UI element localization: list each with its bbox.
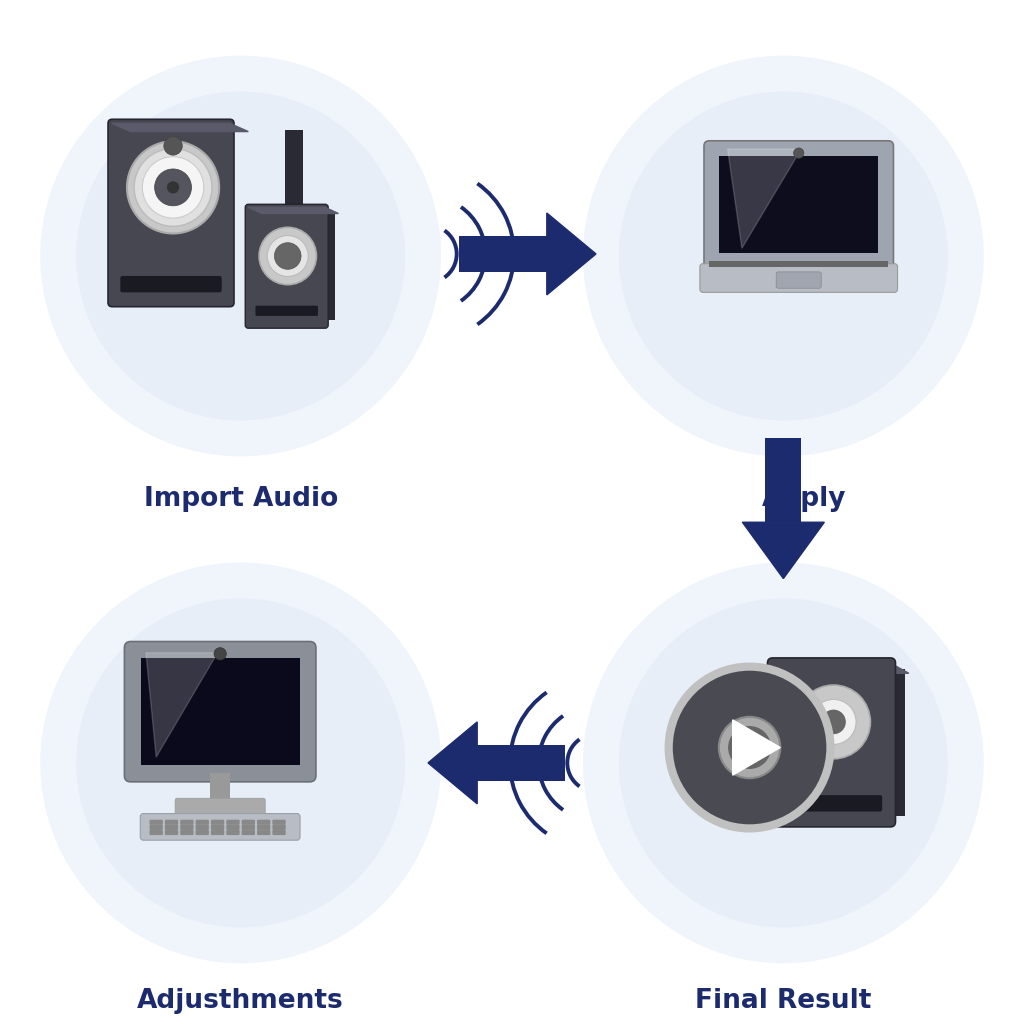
Circle shape <box>584 56 983 456</box>
FancyBboxPatch shape <box>272 819 286 825</box>
Polygon shape <box>547 213 596 295</box>
Polygon shape <box>773 664 909 674</box>
FancyBboxPatch shape <box>165 825 178 829</box>
FancyBboxPatch shape <box>719 156 879 253</box>
Circle shape <box>134 148 212 226</box>
FancyBboxPatch shape <box>477 745 565 780</box>
FancyBboxPatch shape <box>211 829 224 836</box>
FancyBboxPatch shape <box>700 263 897 293</box>
Circle shape <box>665 663 835 833</box>
FancyBboxPatch shape <box>887 670 905 815</box>
Circle shape <box>719 717 780 778</box>
FancyBboxPatch shape <box>781 795 883 811</box>
Circle shape <box>794 147 804 158</box>
FancyBboxPatch shape <box>226 819 240 825</box>
Polygon shape <box>742 522 824 579</box>
Circle shape <box>41 56 440 456</box>
FancyBboxPatch shape <box>272 825 286 829</box>
FancyBboxPatch shape <box>322 213 336 319</box>
Circle shape <box>673 671 826 824</box>
Polygon shape <box>146 653 218 758</box>
Circle shape <box>811 699 856 744</box>
Polygon shape <box>727 148 801 248</box>
Circle shape <box>77 599 404 927</box>
FancyBboxPatch shape <box>196 829 209 836</box>
FancyBboxPatch shape <box>226 825 240 829</box>
Circle shape <box>41 563 440 963</box>
FancyBboxPatch shape <box>768 657 895 827</box>
FancyBboxPatch shape <box>257 829 270 836</box>
Text: Adjusthments: Adjusthments <box>137 988 344 1014</box>
FancyBboxPatch shape <box>125 641 315 782</box>
FancyBboxPatch shape <box>226 829 240 836</box>
FancyBboxPatch shape <box>165 829 178 836</box>
FancyBboxPatch shape <box>285 130 303 297</box>
FancyBboxPatch shape <box>196 825 209 829</box>
FancyBboxPatch shape <box>141 658 299 766</box>
Circle shape <box>620 599 947 927</box>
FancyBboxPatch shape <box>242 819 255 825</box>
FancyBboxPatch shape <box>150 819 163 825</box>
FancyBboxPatch shape <box>242 825 255 829</box>
Circle shape <box>77 92 404 420</box>
Circle shape <box>797 685 870 759</box>
FancyBboxPatch shape <box>165 819 178 825</box>
Circle shape <box>164 136 182 155</box>
FancyBboxPatch shape <box>108 120 233 307</box>
Polygon shape <box>112 123 248 131</box>
FancyBboxPatch shape <box>180 829 194 836</box>
FancyBboxPatch shape <box>196 819 209 825</box>
Circle shape <box>214 647 226 659</box>
FancyBboxPatch shape <box>766 438 802 522</box>
Circle shape <box>728 726 771 769</box>
FancyBboxPatch shape <box>257 825 270 829</box>
Circle shape <box>167 181 179 194</box>
FancyBboxPatch shape <box>210 772 230 801</box>
FancyBboxPatch shape <box>272 829 286 836</box>
Text: Apply: Apply <box>762 486 846 512</box>
Circle shape <box>142 157 204 218</box>
FancyBboxPatch shape <box>459 236 547 271</box>
Circle shape <box>155 169 191 206</box>
Polygon shape <box>428 722 477 804</box>
FancyBboxPatch shape <box>180 825 194 829</box>
FancyBboxPatch shape <box>211 825 224 829</box>
FancyBboxPatch shape <box>211 819 224 825</box>
FancyBboxPatch shape <box>776 271 821 289</box>
Circle shape <box>259 227 316 285</box>
FancyBboxPatch shape <box>246 205 328 328</box>
FancyBboxPatch shape <box>709 260 888 266</box>
FancyBboxPatch shape <box>140 813 300 840</box>
Polygon shape <box>249 207 338 214</box>
FancyBboxPatch shape <box>256 305 317 315</box>
Circle shape <box>127 141 219 233</box>
FancyBboxPatch shape <box>257 819 270 825</box>
Circle shape <box>267 236 308 276</box>
FancyBboxPatch shape <box>150 825 163 829</box>
Circle shape <box>821 710 846 734</box>
FancyBboxPatch shape <box>242 829 255 836</box>
Text: Final Result: Final Result <box>695 988 871 1014</box>
Circle shape <box>274 243 301 269</box>
FancyBboxPatch shape <box>705 140 893 268</box>
Polygon shape <box>733 720 780 775</box>
Circle shape <box>620 92 947 420</box>
FancyBboxPatch shape <box>180 819 194 825</box>
FancyBboxPatch shape <box>175 799 265 817</box>
Text: Import Audio: Import Audio <box>143 486 338 512</box>
FancyBboxPatch shape <box>120 275 221 293</box>
FancyBboxPatch shape <box>150 829 163 836</box>
Circle shape <box>584 563 983 963</box>
